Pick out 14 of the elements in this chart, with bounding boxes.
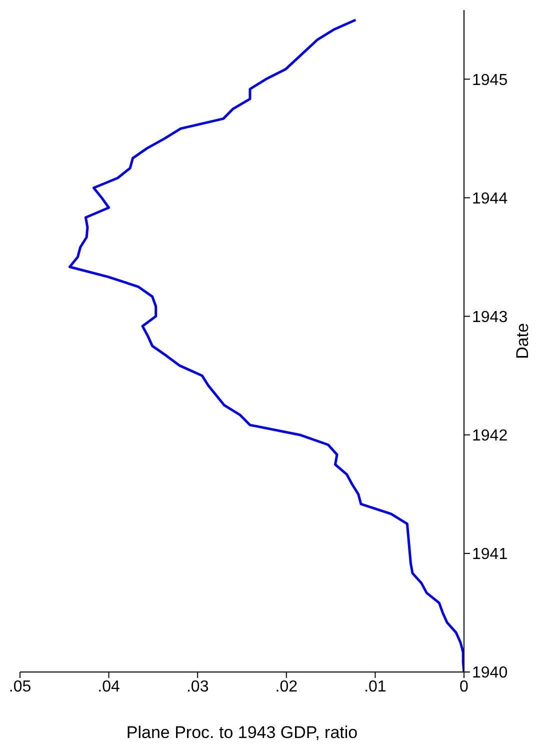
x-tick-label: .02 — [275, 678, 298, 696]
y-tick-label: 1943 — [472, 308, 508, 326]
y-tick-label: 1944 — [472, 190, 508, 208]
x-tick-label: .03 — [186, 678, 209, 696]
y-tick-label: 1941 — [472, 546, 508, 564]
y-tick-label: 1945 — [472, 72, 508, 89]
y-tick-label: 1940 — [472, 664, 508, 682]
y-tick-label: 1942 — [472, 428, 508, 445]
x-tick-label: .01 — [364, 678, 386, 696]
y-axis-title: Date — [513, 323, 532, 359]
x-tick-label: 0 — [460, 678, 469, 696]
x-axis-title: Plane Proc. to 1943 GDP, ratio — [126, 723, 358, 742]
x-tick-label: .05 — [8, 678, 32, 696]
x-tick-label: .04 — [98, 678, 120, 696]
